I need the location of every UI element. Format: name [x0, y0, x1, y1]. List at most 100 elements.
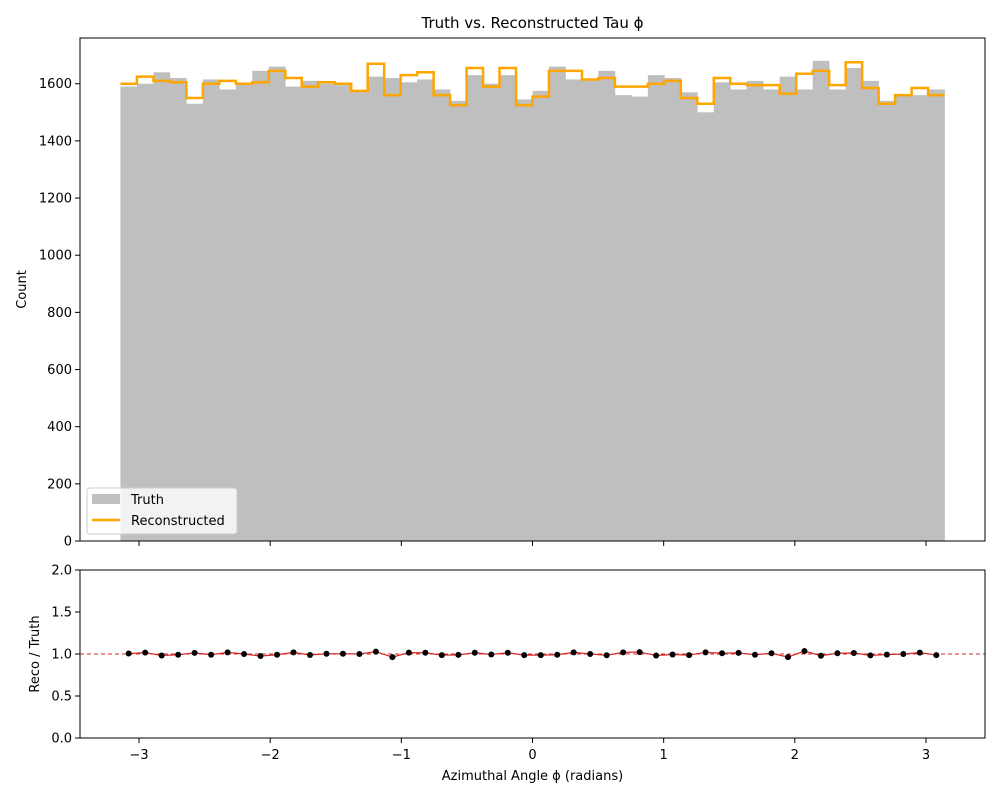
ratio-point — [752, 651, 759, 658]
ratio-point — [801, 648, 808, 655]
truth-bar — [301, 80, 319, 541]
truth-bar — [153, 72, 171, 541]
ratio-point — [570, 649, 577, 656]
top-y-tick-label: 1600 — [39, 77, 72, 92]
ratio-point — [389, 654, 396, 661]
top-y-tick-label: 0 — [64, 535, 72, 550]
ratio-point — [438, 652, 445, 659]
truth-bar — [763, 89, 781, 542]
ratio-point — [768, 650, 775, 657]
truth-bar — [845, 68, 863, 542]
truth-bar — [862, 80, 879, 541]
ratio-point — [916, 649, 923, 656]
truth-bar — [730, 89, 748, 542]
ratio-point — [455, 651, 462, 658]
truth-bar — [895, 95, 912, 541]
bottom-y-tick-label: 2.0 — [51, 564, 72, 579]
legend: Truth Reconstructed — [86, 487, 238, 535]
legend-truth-label: Truth — [130, 493, 164, 508]
ratio-point — [554, 651, 561, 658]
truth-bar — [680, 92, 698, 541]
truth-bar — [779, 76, 797, 541]
bottom-x-axis-ticks: −3 −2 −1 0 1 2 3 — [129, 738, 930, 763]
truth-bar — [548, 66, 566, 542]
truth-bar — [614, 95, 632, 541]
chart-title: Truth vs. Reconstructed Tau ϕ — [421, 14, 644, 32]
truth-bar — [136, 83, 154, 542]
bottom-x-tick-label: 1 — [660, 748, 668, 763]
truth-bar — [647, 75, 665, 541]
ratio-point — [356, 651, 363, 657]
ratio-point — [735, 649, 742, 656]
truth-bar — [268, 66, 286, 542]
bottom-y-axis-label: Reco / Truth — [28, 615, 43, 692]
truth-bar — [169, 78, 187, 542]
truth-bar — [466, 75, 484, 541]
ratio-point — [257, 653, 264, 660]
ratio-point — [702, 649, 709, 656]
ratio-point — [290, 649, 297, 656]
ratio-point — [620, 649, 627, 656]
ratio-point — [504, 649, 511, 656]
ratio-point — [784, 654, 791, 661]
truth-bar — [713, 82, 731, 542]
ratio-point — [224, 649, 231, 656]
truth-bar — [351, 90, 368, 541]
ratio-point — [339, 650, 346, 657]
truth-bar — [516, 99, 533, 542]
truth-bar — [911, 95, 929, 541]
top-y-tick-label: 1400 — [39, 134, 72, 149]
legend-reconstructed-label: Reconstructed — [131, 514, 225, 529]
top-y-tick-label: 1000 — [39, 249, 72, 264]
truth-bar — [878, 100, 896, 541]
top-y-tick-label: 1200 — [39, 192, 72, 207]
truth-bar — [697, 112, 715, 541]
main-histogram-panel: Truth vs. Reconstructed Tau ϕ 0 200 400 600… — [15, 14, 986, 550]
bottom-y-tick-label: 0.0 — [51, 732, 72, 747]
truth-bar — [450, 100, 467, 541]
truth-bar — [384, 78, 401, 542]
ratio-point — [208, 651, 215, 658]
ratio-point — [900, 651, 907, 657]
ratio-point — [587, 651, 594, 657]
ratio-point — [175, 651, 182, 658]
bottom-y-axis-ticks: 0.0 0.5 1.0 1.5 2.0 — [51, 564, 80, 747]
truth-bar — [829, 89, 846, 542]
truth-bar — [202, 79, 220, 541]
truth-bars — [120, 60, 945, 542]
bottom-x-tick-label: −2 — [261, 748, 280, 763]
ratio-point — [653, 652, 660, 659]
ratio-point — [142, 649, 149, 656]
truth-bar — [812, 60, 830, 541]
truth-bar — [235, 83, 253, 542]
truth-bar — [367, 76, 385, 541]
bottom-x-tick-label: −3 — [129, 748, 148, 763]
truth-bar — [483, 83, 500, 542]
truth-bar — [400, 82, 418, 542]
x-axis-label: Azimuthal Angle ϕ (radians) — [442, 769, 623, 784]
ratio-point — [850, 649, 857, 656]
truth-bar — [664, 78, 682, 542]
top-y-tick-label: 600 — [47, 363, 72, 378]
top-y-tick-label: 400 — [47, 420, 72, 435]
ratio-point — [636, 649, 643, 656]
bottom-x-tick-label: 0 — [528, 748, 536, 763]
ratio-points — [125, 648, 940, 661]
truth-bar — [433, 89, 451, 542]
bottom-x-tick-label: 2 — [791, 748, 799, 763]
truth-bar — [334, 85, 352, 541]
ratio-point — [817, 652, 824, 659]
ratio-point — [306, 652, 313, 659]
truth-bar — [631, 96, 649, 541]
truth-bar — [598, 70, 616, 541]
truth-bar — [252, 70, 270, 541]
ratio-point — [669, 651, 676, 658]
ratio-point — [471, 649, 478, 656]
ratio-point — [241, 651, 248, 657]
bottom-y-tick-label: 1.0 — [51, 648, 72, 663]
truth-bar — [796, 89, 814, 542]
truth-bar — [565, 79, 583, 541]
ratio-point — [422, 649, 429, 656]
bottom-x-tick-label: −1 — [392, 748, 411, 763]
top-y-axis-label: Count — [15, 270, 30, 309]
